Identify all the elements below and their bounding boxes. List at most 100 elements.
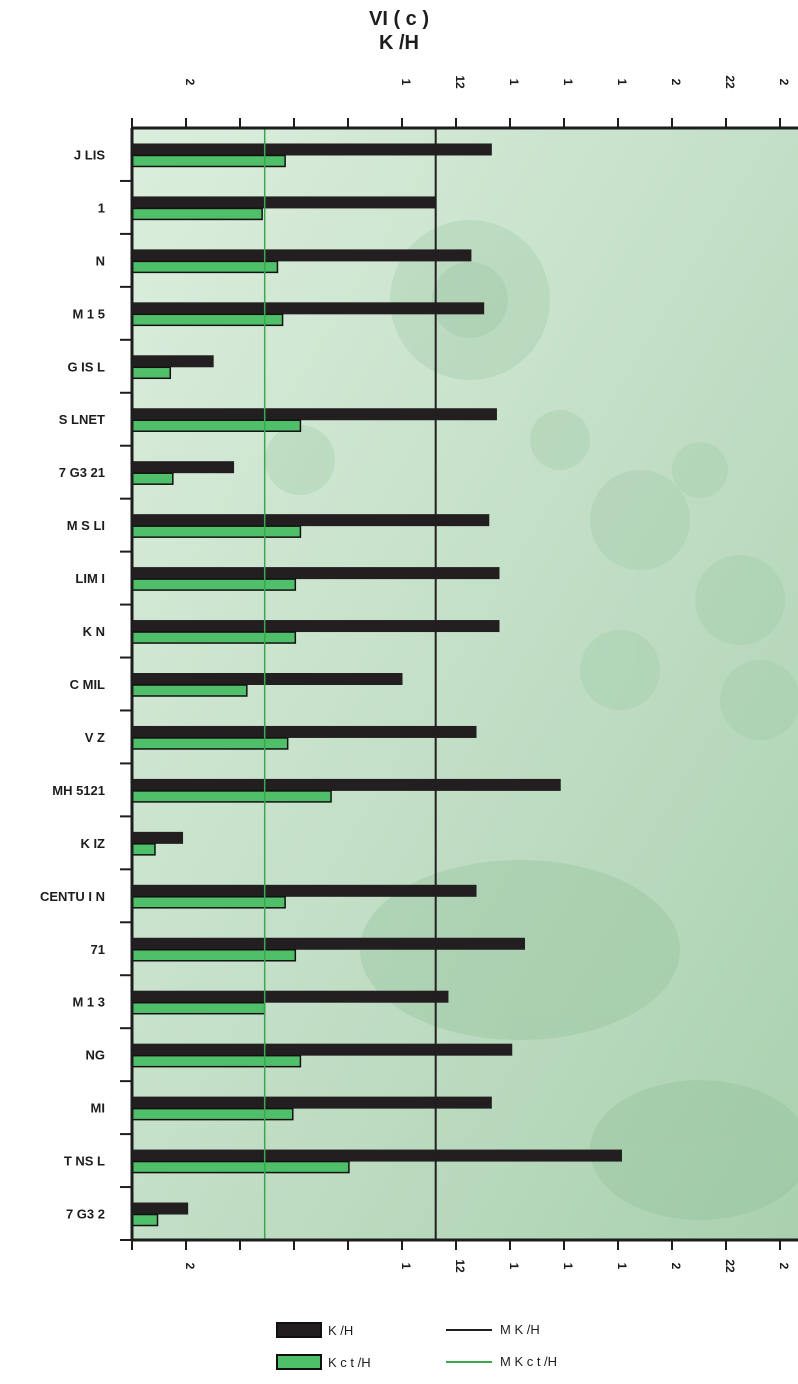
- category-label: CENTU I N: [40, 889, 105, 904]
- bar-dark: [132, 514, 490, 527]
- category-label: 1: [98, 200, 105, 215]
- legend-item-mean-green: M K c t /H: [446, 1354, 557, 1369]
- category-labels: J LIS 1 N M 1 5 G IS L S LNET 7 G3 21 M S LI LIM…: [40, 147, 105, 1221]
- bar-dark: [132, 196, 436, 209]
- category-label: M 1 5: [72, 306, 105, 321]
- bar-dark: [132, 1096, 492, 1109]
- x-tick-label-top: 2: [183, 79, 197, 86]
- bar-dark: [132, 778, 561, 791]
- bar-green: [131, 1213, 159, 1227]
- bar-green: [131, 684, 248, 697]
- bar-green: [131, 843, 156, 856]
- category-label: V Z: [85, 730, 105, 745]
- bars-group: [131, 143, 622, 1227]
- category-label: G IS L: [67, 359, 105, 374]
- bar-green: [131, 949, 297, 962]
- category-label: 7 G3 2: [66, 1207, 105, 1222]
- bar-dark: [132, 1043, 513, 1056]
- x-tick-label-bottom: 22: [723, 1259, 737, 1273]
- legend-label-mean-dark: M K /H: [500, 1322, 540, 1337]
- category-label: K IZ: [80, 836, 105, 851]
- bar-green: [131, 419, 302, 432]
- category-label: C MIL: [70, 677, 105, 692]
- bar-dark: [132, 990, 449, 1003]
- chart-title-line1: VI ( c ): [368, 8, 429, 30]
- bar-dark: [132, 620, 500, 633]
- bar-green: [131, 525, 302, 538]
- mean-lines: [263, 128, 437, 1240]
- x-tick-label-top: 1: [615, 79, 629, 86]
- background-decor: [265, 220, 798, 1220]
- x-tick-label-bottom: 12: [453, 1259, 467, 1273]
- legend-label-green: K c t /H: [328, 1354, 371, 1370]
- category-label: 7 G3 21: [59, 465, 105, 480]
- bar-green: [131, 790, 332, 803]
- x-tick-label-bottom: 2: [183, 1263, 197, 1270]
- legend-label-dark: K /H: [328, 1322, 354, 1338]
- category-label: NG: [86, 1048, 106, 1063]
- bar-dark: [132, 302, 485, 315]
- x-tick-label-top: 22: [723, 75, 737, 89]
- bar-green: [131, 313, 284, 327]
- bar-green: [131, 578, 297, 591]
- bar-green: [131, 260, 279, 274]
- x-tick-label-top: 1: [399, 79, 413, 86]
- legend-line-mean-dark: [446, 1328, 492, 1331]
- category-label: 71: [91, 942, 105, 957]
- x-tick-label-bottom: 1: [399, 1263, 413, 1270]
- x-tick-label-top: 1: [561, 79, 575, 86]
- bar-green: [131, 1054, 302, 1068]
- category-label: M 1 3: [72, 995, 105, 1010]
- bar-dark: [132, 461, 235, 474]
- x-tick-label-bottom: 1: [507, 1263, 521, 1270]
- bar-dark: [132, 567, 500, 580]
- x-tick-label-bottom: 1: [615, 1263, 629, 1270]
- legend-item-green: K c t /H: [276, 1354, 371, 1370]
- legend-line-mean-green: [446, 1360, 492, 1363]
- bar-dark: [132, 937, 526, 950]
- category-label: MI: [91, 1101, 105, 1116]
- bar-green: [131, 366, 172, 380]
- bar-dark: [132, 355, 214, 368]
- bar-dark: [132, 725, 477, 738]
- bar-green: [131, 631, 297, 644]
- x-tick-label-bottom: 2: [669, 1263, 683, 1270]
- category-label: LIM I: [75, 571, 105, 586]
- legend-label-mean-green: M K c t /H: [500, 1354, 558, 1369]
- bar-green: [131, 154, 286, 168]
- x-tick-label-top: 2: [669, 79, 683, 86]
- bar-dark: [132, 831, 184, 844]
- bar-dark: [132, 143, 492, 156]
- bar-dark: [132, 408, 497, 421]
- category-label: T NS L: [64, 1154, 105, 1169]
- category-label: MH 5121: [52, 783, 105, 798]
- bar-dark: [132, 1202, 189, 1215]
- x-tick-label-bottom: 1: [561, 1263, 575, 1270]
- legend: K /H M K /H K c t /H M K c t /H: [0, 1310, 798, 1380]
- bar-dark: [132, 249, 472, 262]
- legend-item-mean-dark: M K /H: [446, 1322, 540, 1337]
- x-tick-label-bottom: 2: [777, 1263, 791, 1270]
- legend-swatch-dark: [276, 1322, 322, 1338]
- legend-item-dark: K /H: [276, 1322, 353, 1338]
- bar-green: [131, 207, 263, 221]
- x-tick-label-top: 1: [507, 79, 521, 86]
- category-label: S LNET: [59, 412, 105, 427]
- category-label: M S LI: [67, 518, 105, 533]
- bar-dark: [132, 673, 403, 685]
- bar-dark: [132, 884, 477, 897]
- category-label: K N: [83, 624, 105, 639]
- chart-title-line2: K /H: [379, 32, 419, 54]
- axes: [130, 126, 798, 1242]
- y-axis-ticks: [120, 179, 132, 1241]
- x-tick-label-top: 12: [453, 75, 467, 89]
- bar-dark: [132, 1149, 622, 1162]
- bar-green: [131, 1160, 350, 1174]
- x-tick-label-top: 2: [777, 79, 791, 86]
- bar-green: [131, 1001, 266, 1015]
- bar-green: [131, 1107, 294, 1121]
- category-label: J LIS: [74, 147, 105, 162]
- legend-swatch-green: [276, 1354, 322, 1370]
